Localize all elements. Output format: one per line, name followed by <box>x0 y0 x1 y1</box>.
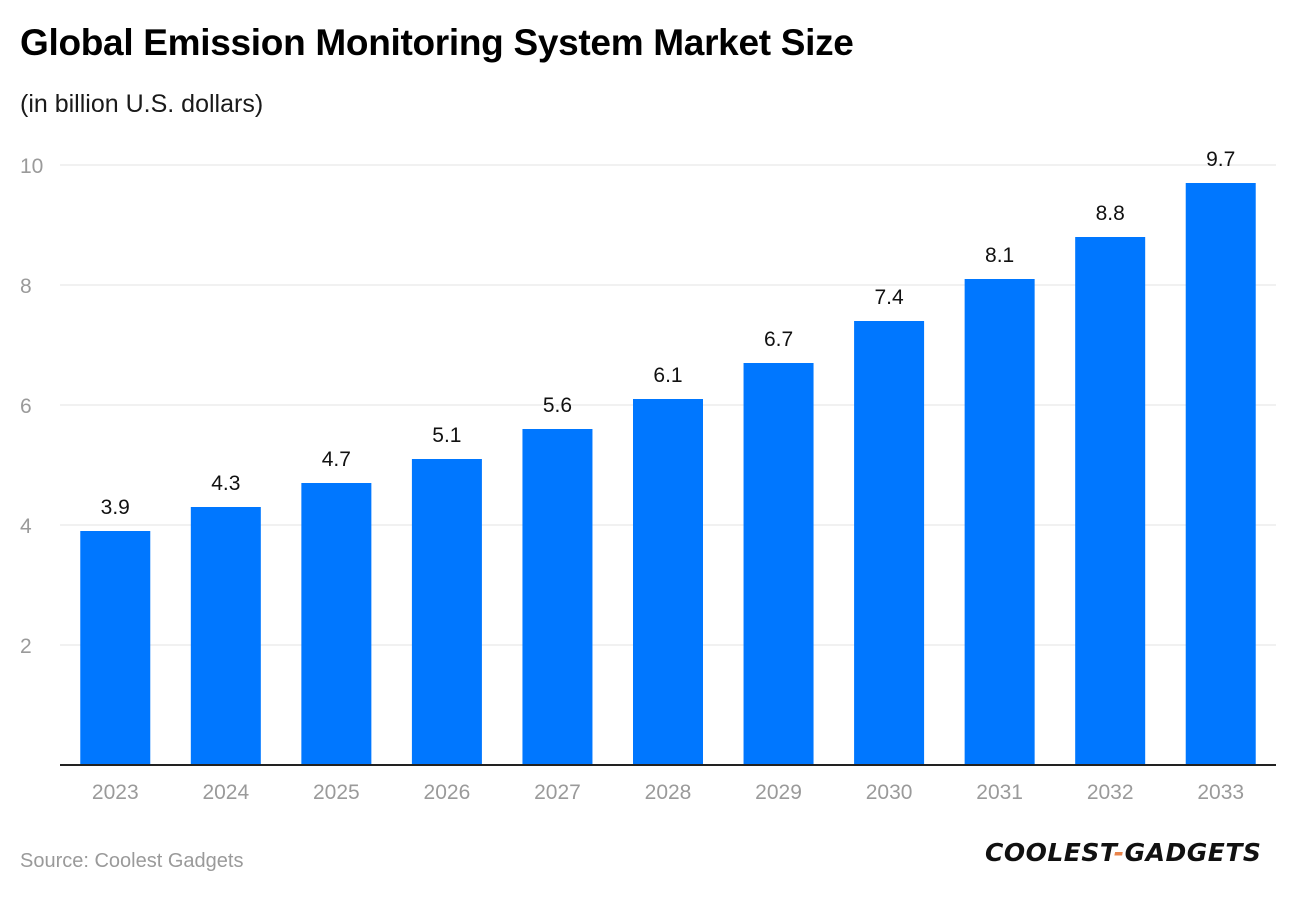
x-tick-label: 2032 <box>1087 781 1134 804</box>
data-label: 5.1 <box>432 424 461 447</box>
y-tick-label: 6 <box>20 395 32 418</box>
x-tick-label: 2031 <box>976 781 1023 804</box>
chart-subtitle: (in billion U.S. dollars) <box>20 90 264 118</box>
data-label: 6.7 <box>764 328 793 351</box>
data-label: 4.3 <box>211 472 240 495</box>
data-label: 7.4 <box>874 286 904 309</box>
x-tick-label: 2026 <box>424 781 471 804</box>
bar <box>964 279 1035 765</box>
data-label: 6.1 <box>653 364 682 387</box>
logo-separator: - <box>1113 838 1125 867</box>
x-tick-label: 2029 <box>755 781 802 804</box>
data-label: 3.9 <box>101 496 130 519</box>
x-tick-label: 2024 <box>202 781 249 804</box>
x-tick-label: 2033 <box>1197 781 1244 804</box>
y-tick-label: 2 <box>20 635 32 658</box>
chart-title: Global Emission Monitoring System Market… <box>20 22 854 63</box>
source-note: Source: Coolest Gadgets <box>20 850 244 872</box>
logo-left-text: COOLEST <box>985 838 1114 867</box>
data-label: 8.1 <box>985 244 1014 267</box>
bar <box>301 483 372 765</box>
x-tick-label: 2030 <box>866 781 913 804</box>
bar <box>80 531 151 765</box>
bar <box>411 459 482 765</box>
bar <box>633 399 703 765</box>
bar <box>1185 183 1256 765</box>
bar <box>743 363 814 765</box>
y-tick-label: 10 <box>20 155 43 178</box>
logo-right-text: GADGETS <box>1124 838 1262 867</box>
y-tick-label: 4 <box>20 515 32 538</box>
bar <box>190 507 261 765</box>
data-label: 4.7 <box>322 448 351 471</box>
data-label: 5.6 <box>543 394 572 417</box>
y-tick-label: 8 <box>20 275 32 298</box>
x-tick-label: 2025 <box>313 781 360 804</box>
data-label: 8.8 <box>1096 202 1125 225</box>
data-label: 9.7 <box>1206 148 1235 171</box>
bar <box>522 429 593 765</box>
coolest-gadgets-logo: COOLEST-GADGETS <box>985 838 1261 867</box>
bar <box>1075 237 1146 765</box>
x-tick-label: 2023 <box>92 781 139 804</box>
x-tick-label: 2028 <box>645 781 692 804</box>
bar <box>854 321 925 765</box>
x-tick-label: 2027 <box>534 781 581 804</box>
